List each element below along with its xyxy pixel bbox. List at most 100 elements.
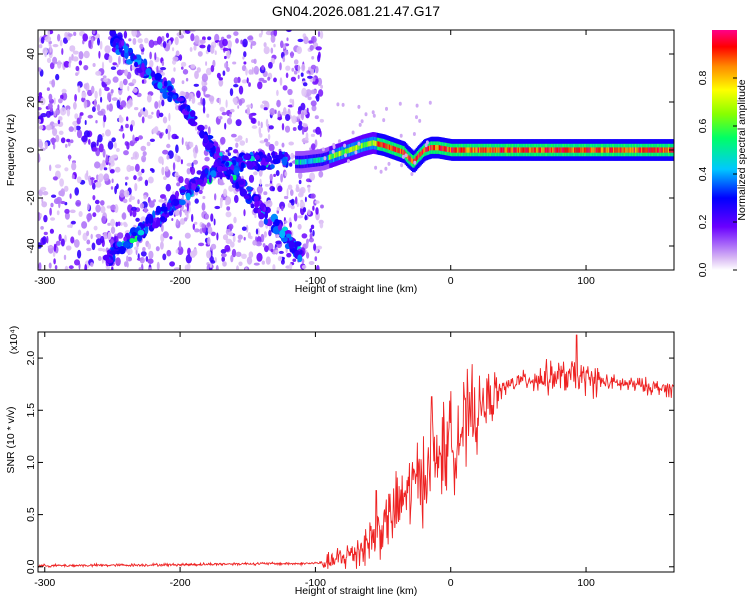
heat-cell	[193, 159, 198, 165]
heat-cell	[55, 240, 61, 246]
heat-cell	[88, 138, 91, 145]
heat-cell	[320, 84, 323, 89]
heat-cell	[158, 100, 161, 109]
heat-cell	[152, 221, 156, 229]
heat-cell	[387, 161, 391, 166]
heat-cell	[225, 169, 234, 175]
heat-cell	[224, 122, 227, 130]
heat-cell	[277, 185, 283, 193]
heat-cell	[204, 167, 209, 174]
heat-cell	[241, 226, 247, 231]
heat-cell	[46, 87, 51, 91]
heat-cell	[227, 40, 233, 49]
heat-cell	[130, 64, 133, 72]
heat-cell	[198, 189, 203, 195]
heat-cell	[38, 153, 41, 163]
heat-cell	[253, 195, 259, 202]
heat-cell	[188, 94, 192, 102]
heat-cell	[148, 267, 152, 270]
heat-cell	[276, 89, 279, 96]
heat-cell	[135, 54, 142, 61]
heat-cell	[425, 140, 429, 145]
heat-cell	[75, 199, 82, 207]
heat-cell	[297, 215, 303, 219]
heat-cell	[246, 107, 251, 115]
heat-cell	[134, 246, 139, 251]
heat-cell	[162, 116, 168, 124]
heat-cell	[297, 124, 303, 131]
heat-cell	[214, 193, 217, 201]
y-tick-label: 2.0	[25, 351, 37, 366]
heat-cell	[232, 61, 237, 65]
heat-cell	[191, 96, 196, 104]
heat-cell	[132, 151, 139, 160]
heat-cell	[168, 112, 171, 122]
heat-cell	[280, 40, 284, 49]
heat-cell	[122, 133, 125, 139]
heat-cell	[137, 235, 142, 242]
heat-cell	[384, 166, 388, 171]
heat-cell	[63, 254, 67, 260]
heat-cell	[98, 88, 102, 97]
heat-cell	[86, 247, 92, 252]
heat-cell	[288, 263, 293, 270]
heat-cell	[173, 67, 176, 72]
x-tick-label: -200	[170, 275, 191, 287]
heat-cell	[95, 120, 98, 124]
heat-cell	[111, 97, 118, 101]
heat-cell	[204, 81, 208, 86]
heat-cell	[293, 70, 298, 75]
spectrogram-x-axis: -300 -200 -100 0 100	[34, 30, 595, 287]
heat-cell	[235, 38, 239, 44]
heat-cell	[159, 206, 168, 212]
heat-cell	[140, 145, 147, 152]
heat-cell	[193, 45, 197, 51]
heat-cell	[233, 77, 239, 84]
heat-cell	[127, 204, 133, 213]
heat-cell	[122, 55, 125, 65]
heat-cell	[156, 109, 161, 119]
heat-cell	[315, 207, 319, 215]
heat-cell	[58, 233, 62, 242]
heat-cell	[154, 101, 159, 109]
heat-cell	[222, 70, 226, 76]
heat-cell	[347, 159, 350, 164]
heat-cell	[111, 137, 116, 143]
heat-cell	[67, 33, 73, 37]
heat-cell	[132, 209, 137, 218]
snr-scale-label: (x10⁴)	[8, 326, 20, 354]
heat-cell	[291, 67, 295, 72]
heat-cell	[288, 240, 295, 249]
heat-cell	[305, 240, 309, 249]
heat-cell	[131, 232, 137, 237]
heat-cell	[132, 55, 137, 60]
heat-cell	[304, 196, 307, 203]
heat-cell	[172, 56, 179, 62]
heat-cell	[219, 152, 223, 157]
heat-cell	[108, 55, 113, 63]
heat-cell	[266, 199, 273, 208]
heat-cell	[165, 128, 168, 134]
heat-cell	[160, 72, 165, 76]
snr-x-axis: -300 -200 -100 0 100	[34, 332, 595, 589]
heat-cell	[59, 178, 64, 187]
heat-cell	[148, 200, 155, 208]
heat-cell	[233, 216, 237, 224]
heat-cell	[194, 198, 199, 204]
heat-cell	[268, 229, 272, 237]
heat-cell	[239, 188, 248, 197]
heat-cell	[52, 56, 58, 64]
spectrogram-heatmap	[38, 30, 674, 270]
heat-cell	[307, 96, 312, 101]
heat-cell	[57, 104, 60, 111]
heat-cell	[97, 110, 104, 116]
heat-cell	[41, 201, 48, 208]
heat-cell	[198, 242, 205, 247]
heat-cell	[60, 238, 65, 247]
heat-cell	[303, 36, 309, 45]
heat-cell	[73, 101, 77, 110]
heat-cell	[124, 261, 128, 267]
heat-cell	[141, 168, 145, 174]
heat-cell	[102, 254, 110, 261]
heat-cell	[126, 255, 129, 263]
